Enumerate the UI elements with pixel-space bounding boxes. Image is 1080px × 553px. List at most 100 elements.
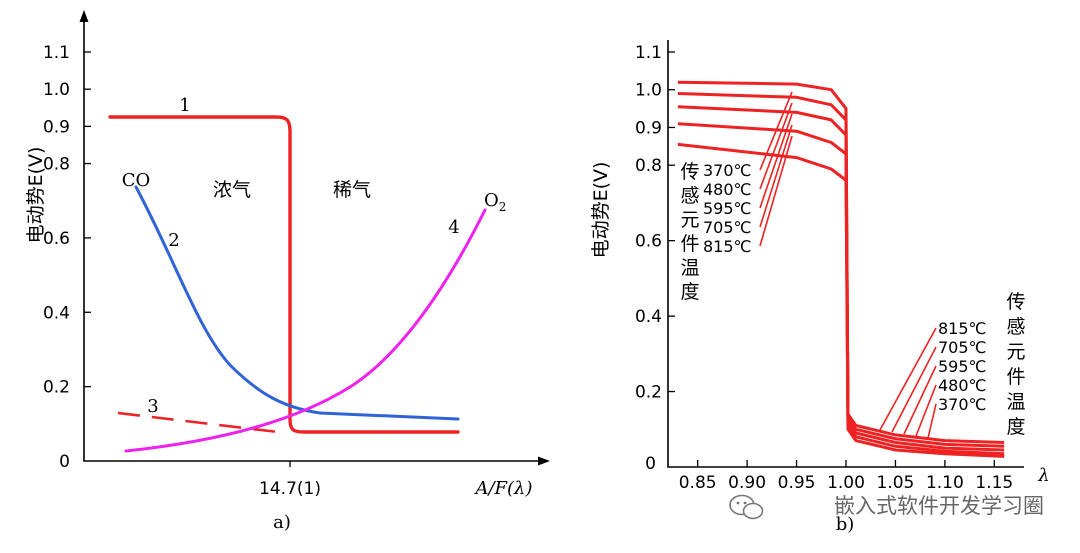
chart-b-x-tick-label: 0.95 [778,473,816,493]
chart-b-right-title-char: 感 [1006,316,1025,338]
chart-b-left-title-char: 温 [680,257,699,279]
chart-b: 0.2 0.4 0.6 0.8 0.9 1.0 1.1 0.85 0.90 0.95 1.00 1.… [590,40,1050,535]
chart-a-co-label: CO [122,170,151,191]
chart-b-x-tick-label: 1.05 [877,473,915,493]
chart-b-x-tick-label: 0.85 [679,473,717,493]
chart-b-left-temp-label: 705℃ [703,218,752,237]
chart-b-left-title-char: 感 [680,185,699,207]
chart-b-right-temp-label: 480℃ [938,376,987,395]
chart-a-curve-1-sensor [108,115,460,434]
chart-a-curve-4-o2 [124,208,487,453]
chart-b-left-title-char: 传 [680,161,699,183]
chart-a-curve-2-label: 2 [168,230,179,251]
chart-b-x-tick-label: 1.10 [926,473,964,493]
chart-b-leader-lines [759,91,937,439]
chart-b-axes [667,40,1024,468]
chart-a-y-tick-label: 0.8 [43,155,70,175]
chart-a-y-tick-label: 0 [59,452,70,472]
chart-b-right-title-char: 传 [1006,291,1025,313]
watermark-text: 嵌入式软件开发学习圈 [834,494,1044,518]
chart-a-y-ticks: 0 0.2 0.4 0.6 0.8 0.9 1.0 1.1 [43,43,91,472]
chart-a-y-axis-label: 电动势E(V) [25,147,47,244]
chart-b-left-leader [759,102,793,190]
chart-b-x-ticks: 0.85 0.90 0.95 1.00 1.05 1.10 1.15 [679,460,1013,493]
chart-b-right-title-char: 元 [1006,341,1025,363]
chart-a-caption: a) [273,512,291,533]
chart-b-right-title-char: 件 [1006,366,1025,388]
chart-b-left-title-char: 件 [680,233,699,255]
chart-b-y-tick-label: 0.8 [635,156,662,176]
chart-b-y-tick-label: 0.9 [635,118,662,138]
chart-b-right-temp-label: 815℃ [938,319,987,338]
chart-b-right-leader [891,346,937,433]
chart-b-right-leader [879,327,937,431]
chart-b-right-temp-label: 705℃ [938,338,987,357]
chart-b-left-leader [759,135,793,247]
chart-b-left-leader [759,91,793,171]
chart-a-o2-label: O2 [484,190,506,214]
wechat-icon [729,494,764,520]
chart-b-right-leader [927,403,937,439]
chart-a-y-tick-label: 0.9 [43,117,70,137]
chart-b-left-title-char: 度 [680,281,699,303]
watermark: 嵌入式软件开发学习圈 [729,494,1044,520]
chart-b-right-title-char: 度 [1006,416,1025,438]
chart-b-y-axis-label: 电动势E(V) [590,162,612,259]
chart-b-y-tick-label: 0.2 [635,383,662,403]
chart-b-right-temp-label: 370℃ [938,395,987,414]
chart-a-curve-4-label: 4 [448,217,459,238]
chart-a-y-arrow [79,10,89,22]
chart-a-y-tick-label: 0.6 [43,229,70,249]
chart-a-region-lean: 稀气 [333,179,371,201]
chart-a-curve-1-label: 1 [179,95,190,116]
chart-b-y-zero-label: 0 [645,454,656,474]
chart-b-x-tick-label: 0.90 [728,473,766,493]
chart-b-series-595℃ [677,105,1005,452]
chart-b-left-temp-label: 595℃ [703,199,752,218]
chart-b-left-leader [759,124,793,228]
chart-b-left-title-char: 元 [680,209,699,231]
chart-a-y-tick-label: 1.0 [43,80,70,100]
chart-a-axes [83,14,544,462]
chart-b-left-leader [759,113,793,209]
chart-b-y-tick-label: 0.6 [635,232,662,252]
chart-b-y-tick-label: 1.0 [635,81,662,101]
chart-b-y-tick-label: 1.1 [635,43,662,63]
chart-a-o2-main: O [484,190,499,211]
chart-a-x-axis-label: A/F(λ) [473,478,532,499]
chart-b-left-temp-label: 480℃ [703,180,752,199]
chart-b-right-leader [903,365,937,435]
chart-b-y-ticks: 0.2 0.4 0.6 0.8 0.9 1.0 1.1 [635,43,675,403]
chart-a-curve-3-label: 3 [147,396,158,417]
chart-b-series-group [677,80,1005,458]
chart-a-curve-3-dashed [117,411,279,434]
chart-b-x-tick-label: 1.00 [827,473,865,493]
chart-b-left-temp-label: 370℃ [703,161,752,180]
chart-b-series-705℃ [677,122,1005,456]
chart-b-series-815℃ [677,142,1005,458]
chart-a-x-tick-label: 14.7(1) [259,479,321,499]
chart-a-x-arrow [538,456,550,466]
chart-b-right-title-char: 温 [1006,391,1025,413]
chart-b-caption: b) [836,514,855,535]
chart-a-curve-2-co [134,185,460,421]
chart-b-y-tick-label: 0.4 [635,307,662,327]
chart-a-y-tick-label: 0.4 [43,303,70,323]
chart-a-y-tick-label: 0.2 [43,378,70,398]
chart-b-series-370℃ [677,80,1005,444]
chart-b-x-axis-label: λ [1037,465,1049,486]
chart-a: 0 0.2 0.4 0.6 0.8 0.9 1.0 1.1 14.7(1) A/F(λ) 电动… [25,10,550,533]
chart-b-x-tick-label: 1.15 [975,473,1013,493]
chart-b-left-temp-label: 815℃ [703,237,752,256]
chart-a-y-tick-label: 1.1 [43,43,70,63]
chart-b-series-480℃ [677,92,1005,448]
chart-a-o2-sub: 2 [499,200,507,214]
chart-a-region-rich: 浓气 [213,179,251,201]
chart-b-right-leader [915,384,937,437]
chart-b-right-temp-label: 595℃ [938,357,987,376]
